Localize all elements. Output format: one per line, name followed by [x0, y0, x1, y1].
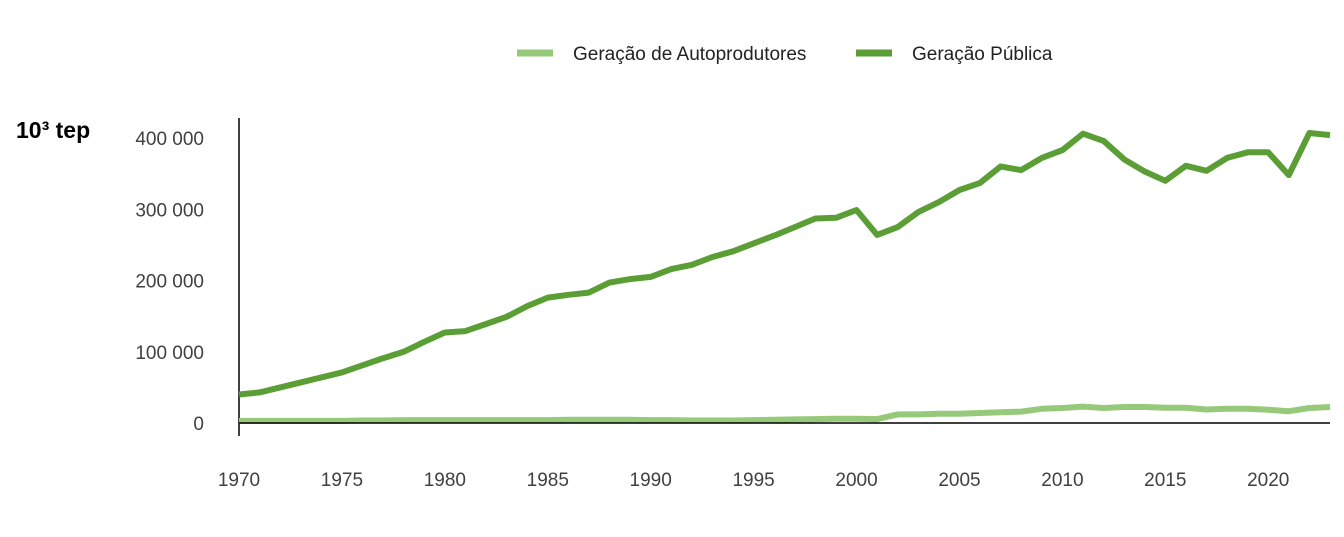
y-tick-label: 300 000 — [135, 200, 204, 221]
x-tick-label: 1975 — [321, 470, 363, 491]
x-tick-label: 1990 — [630, 470, 672, 491]
y-tick-label: 0 — [193, 414, 204, 435]
y-tick-label: 400 000 — [135, 129, 204, 150]
x-tick-label: 2015 — [1144, 470, 1186, 491]
x-tick-labels: 1970 1975 1980 1985 1990 1995 2000 2005 2010 2015… — [218, 470, 1290, 491]
legend-label-geracao-publica: Geração Pública — [912, 44, 1053, 65]
y-tick-labels: 0 100 000 200 000 300 000 400 000 — [135, 129, 204, 435]
series-line-autoprodutores — [239, 403, 1331, 424]
x-tick-label: 1995 — [732, 470, 774, 491]
x-tick-label: 2000 — [835, 470, 877, 491]
x-tick-label: 1980 — [424, 470, 466, 491]
x-tick-label: 2005 — [938, 470, 980, 491]
x-tick-label: 1985 — [527, 470, 569, 491]
series-line-geracao-publica — [238, 130, 1331, 398]
legend: Geração de Autoprodutores Geração Públic… — [517, 44, 1053, 65]
y-tick-label: 200 000 — [135, 272, 204, 293]
x-tick-label: 2020 — [1247, 470, 1289, 491]
series-lines — [238, 130, 1331, 424]
legend-label-autoprodutores: Geração de Autoprodutores — [573, 44, 806, 65]
y-tick-label: 100 000 — [135, 343, 204, 364]
x-tick-label: 2010 — [1041, 470, 1083, 491]
y-axis-unit-label: 10³ tep — [16, 117, 90, 143]
x-tick-label: 1970 — [218, 470, 260, 491]
